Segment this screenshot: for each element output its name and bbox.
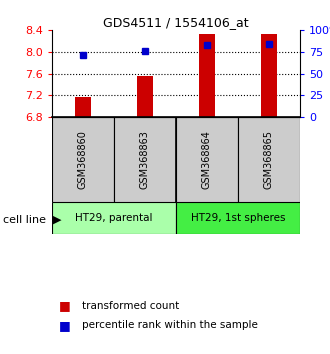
Text: cell line  ▶: cell line ▶: [3, 215, 62, 224]
Title: GDS4511 / 1554106_at: GDS4511 / 1554106_at: [103, 16, 249, 29]
Text: percentile rank within the sample: percentile rank within the sample: [82, 320, 258, 330]
Bar: [176, 202, 300, 234]
Text: HT29, 1st spheres: HT29, 1st spheres: [191, 213, 285, 223]
Bar: [137, 76, 153, 117]
Bar: [75, 97, 91, 117]
Bar: [176, 117, 238, 202]
Text: GSM368865: GSM368865: [264, 130, 274, 189]
Bar: [52, 117, 114, 202]
Text: GSM368864: GSM368864: [202, 130, 212, 189]
Text: ■: ■: [59, 299, 70, 313]
Bar: [52, 202, 176, 234]
Text: GSM368860: GSM368860: [78, 130, 88, 189]
Bar: [114, 117, 176, 202]
Bar: [238, 117, 300, 202]
Text: GSM368863: GSM368863: [140, 130, 150, 189]
Text: transformed count: transformed count: [82, 301, 179, 311]
Text: ■: ■: [59, 319, 70, 332]
Text: HT29, parental: HT29, parental: [75, 213, 153, 223]
Bar: [199, 34, 215, 117]
Bar: [261, 34, 277, 117]
